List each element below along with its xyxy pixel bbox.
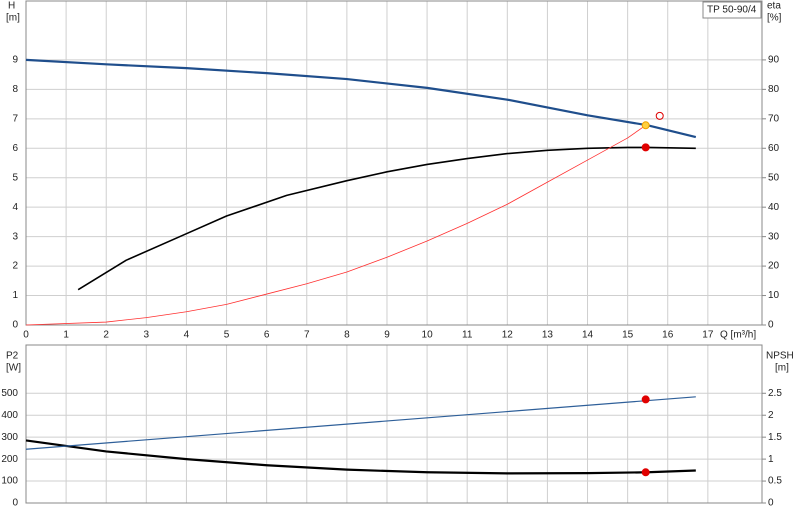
plot-frame	[25, 344, 763, 504]
x-tick-label: 3	[144, 330, 150, 341]
x-tick-label: 12	[502, 330, 514, 341]
p2-axis-title: P2	[6, 351, 19, 362]
x-tick-label: 5	[224, 330, 230, 341]
y-tick-label: 5	[12, 172, 18, 183]
x-tick-label: 13	[542, 330, 554, 341]
operating-point	[641, 468, 650, 477]
y-tick-label: 2	[12, 261, 18, 272]
x-tick-label: 17	[702, 330, 714, 341]
y2-tick-label: 20	[768, 261, 780, 272]
y2-tick-label: 60	[768, 143, 780, 154]
y2-tick-label: 30	[768, 231, 780, 242]
x-tick-label: 15	[622, 330, 634, 341]
q-axis-title: Q [m³/h]	[720, 330, 756, 341]
y2-tick-label: 2	[768, 410, 774, 421]
y2-tick-label: 50	[768, 172, 780, 183]
y2-tick-label: 1.5	[768, 432, 782, 443]
y2-tick-label: 0	[768, 320, 774, 331]
y-tick-label: 400	[1, 410, 18, 421]
curve-0	[25, 439, 696, 475]
p2-axis-unit: [W]	[6, 363, 21, 374]
x-tick-label: 11	[462, 330, 473, 341]
y2-tick-label: 80	[768, 84, 780, 95]
x-tick-label: 1	[63, 330, 69, 341]
y-tick-label: 4	[12, 202, 18, 213]
y-tick-label: 0	[12, 498, 18, 509]
x-tick-label: 14	[582, 330, 594, 341]
operating-point	[655, 111, 664, 120]
y-tick-label: 0	[12, 320, 18, 331]
eta-axis-unit: [%]	[767, 13, 782, 24]
x-tick-label: 10	[422, 330, 434, 341]
x-tick-label: 4	[184, 330, 190, 341]
y-tick-label: 500	[1, 388, 18, 399]
y-tick-label: 100	[1, 476, 18, 487]
x-tick-label: 6	[264, 330, 270, 341]
eta-axis-title: eta	[767, 1, 781, 12]
operating-point	[641, 121, 650, 130]
y2-tick-label: 2.5	[768, 388, 782, 399]
plot-frame	[25, 0, 763, 326]
x-tick-label: 9	[384, 330, 390, 341]
y2-tick-label: 0	[768, 498, 774, 509]
y-tick-label: 200	[1, 454, 18, 465]
y2-tick-label: 40	[768, 202, 780, 213]
y-tick-label: 7	[12, 113, 18, 124]
curve-0	[25, 58, 697, 139]
y-tick-label: 1	[12, 290, 18, 301]
operating-point	[641, 143, 650, 152]
y-tick-label: 8	[12, 84, 18, 95]
y2-tick-label: 10	[768, 290, 780, 301]
product-label: TP 50-90/4	[707, 5, 757, 16]
npsh-axis-title: NPSH	[766, 351, 794, 362]
y2-tick-label: 0.5	[768, 476, 782, 487]
curve-1	[25, 396, 696, 450]
curve-2	[25, 124, 646, 326]
h-axis-title: H	[8, 1, 15, 12]
operating-point	[641, 395, 650, 404]
y2-tick-label: 1	[768, 454, 774, 465]
npsh-axis-unit: [m]	[775, 363, 789, 374]
y-tick-label: 3	[12, 231, 18, 242]
curve-1	[77, 146, 696, 291]
y-tick-label: 6	[12, 143, 18, 154]
x-tick-label: 8	[344, 330, 350, 341]
h-axis-unit: [m]	[6, 13, 20, 24]
y2-tick-label: 90	[768, 55, 780, 66]
x-tick-label: 2	[103, 330, 109, 341]
x-tick-label: 16	[662, 330, 674, 341]
y2-tick-label: 70	[768, 113, 780, 124]
y-tick-label: 300	[1, 432, 18, 443]
product-label-box	[702, 1, 762, 19]
x-tick-label: 0	[23, 330, 29, 341]
x-tick-label: 7	[304, 330, 310, 341]
y-tick-label: 9	[12, 55, 18, 66]
